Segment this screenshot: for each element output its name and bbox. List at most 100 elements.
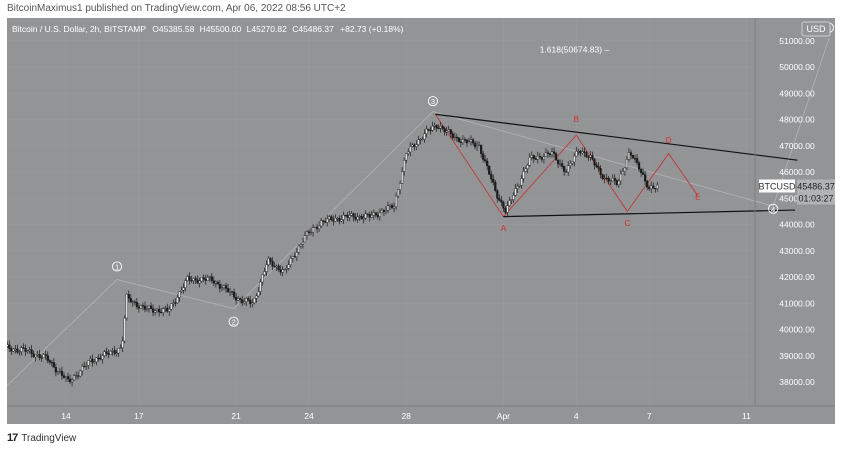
candle-body (277, 265, 280, 270)
candle-body (384, 210, 388, 212)
candle-body (60, 370, 64, 376)
candle-body (581, 151, 584, 154)
candle-body (204, 278, 207, 281)
candle-body (605, 177, 608, 180)
candle-body (295, 252, 298, 257)
candle-body (261, 274, 264, 283)
candle-body (459, 141, 462, 143)
candle-body (573, 155, 576, 163)
candle-body (334, 218, 337, 222)
candle-body (646, 180, 649, 188)
wave-label-circle (228, 316, 239, 327)
y-tick-label: 38000.00 (779, 377, 815, 387)
x-tick-label: 28 (401, 411, 411, 421)
candle-body (394, 195, 398, 208)
candle-body (607, 177, 610, 182)
wave-label: 2 (232, 318, 236, 327)
currency-badge[interactable] (801, 21, 831, 37)
candle-body (488, 165, 491, 175)
symbol-name: Bitcoin / U.S. Dollar, 2h, BITSTAMP (12, 24, 146, 34)
candle-body (486, 160, 489, 167)
triangle-trendline[interactable] (503, 209, 796, 218)
price-tag: BTCUSD 45486.37 01:03:27 (758, 179, 835, 205)
candle-body (447, 129, 450, 132)
abcde-label: C (624, 219, 630, 228)
candle-body (534, 158, 537, 160)
candle-body (478, 144, 481, 147)
time-axis[interactable]: 14 17 21 24 28 Apr 4 7 11 (61, 411, 751, 421)
candle-body (552, 151, 556, 154)
candle-body (271, 261, 274, 267)
chart-svg[interactable]: ABCDE12345 38000.0039000.0040000.0041000… (4, 18, 835, 424)
candle-body (544, 152, 548, 157)
candle-body (595, 164, 598, 167)
triangle-trendline[interactable] (435, 113, 798, 161)
candle-body (232, 291, 236, 298)
candle-body (656, 184, 659, 189)
candle-body (313, 226, 317, 228)
candle-body (451, 133, 454, 138)
candle-body (368, 214, 371, 218)
candle-body (415, 144, 418, 147)
candle-body (85, 365, 88, 367)
candle-body (502, 201, 505, 209)
candle-body (599, 168, 602, 175)
ticker-box (759, 179, 795, 193)
candle-body (392, 206, 396, 209)
candle-body (289, 258, 292, 265)
candle-body (241, 299, 244, 304)
footer-brand: TradingView (21, 432, 77, 444)
candle-body (504, 208, 507, 213)
candle-body (328, 216, 331, 220)
candle-body (307, 231, 311, 234)
candle-body (145, 308, 149, 310)
candle-body (42, 354, 45, 358)
grid (7, 18, 755, 406)
candle-body (46, 355, 49, 361)
candle-body (611, 178, 614, 182)
candle-body (354, 216, 357, 220)
candle-body (633, 158, 637, 160)
price-chart[interactable]: ABCDE12345 38000.0039000.0040000.0041000… (4, 18, 835, 424)
candle-body (20, 347, 23, 352)
candle-body (267, 258, 270, 265)
candle-body (247, 298, 250, 301)
open-label: O (152, 24, 159, 34)
candle-body (91, 358, 94, 363)
candle-body (237, 298, 240, 301)
high-label: H (200, 24, 206, 34)
candle-body (36, 354, 39, 356)
candle-body (127, 294, 130, 299)
abcde-label: A (501, 224, 507, 233)
trendlines (435, 113, 798, 218)
candle-body (230, 291, 234, 293)
close-label: C (292, 24, 298, 34)
candle-body (245, 298, 248, 302)
wave-paths (4, 37, 830, 388)
price-axis[interactable]: 38000.00 39000.00 40000.00 41000.00 42000.00… (779, 36, 815, 387)
candle-body (210, 276, 213, 281)
candle-body (522, 171, 525, 179)
candle-body (101, 355, 104, 360)
candle-body (386, 205, 390, 211)
candle-body (528, 157, 531, 166)
candle-body (324, 221, 327, 223)
candle-body (637, 162, 641, 170)
candle-body (87, 360, 90, 366)
candle-body (6, 344, 9, 347)
candle-body (346, 215, 349, 218)
wave-label-circle (111, 261, 123, 272)
candle-body (372, 212, 375, 216)
candle-body (625, 159, 629, 169)
candle-body (249, 300, 252, 305)
candle-body (465, 139, 469, 144)
x-tick-label: 24 (304, 411, 314, 421)
candle-body (510, 199, 513, 201)
candle-body (492, 178, 495, 183)
abcde-label: D (666, 136, 672, 145)
candle-body (194, 278, 197, 281)
candle-body (399, 183, 402, 191)
candle-body (358, 215, 361, 218)
candle-body (411, 144, 414, 147)
candle-body (356, 216, 359, 220)
